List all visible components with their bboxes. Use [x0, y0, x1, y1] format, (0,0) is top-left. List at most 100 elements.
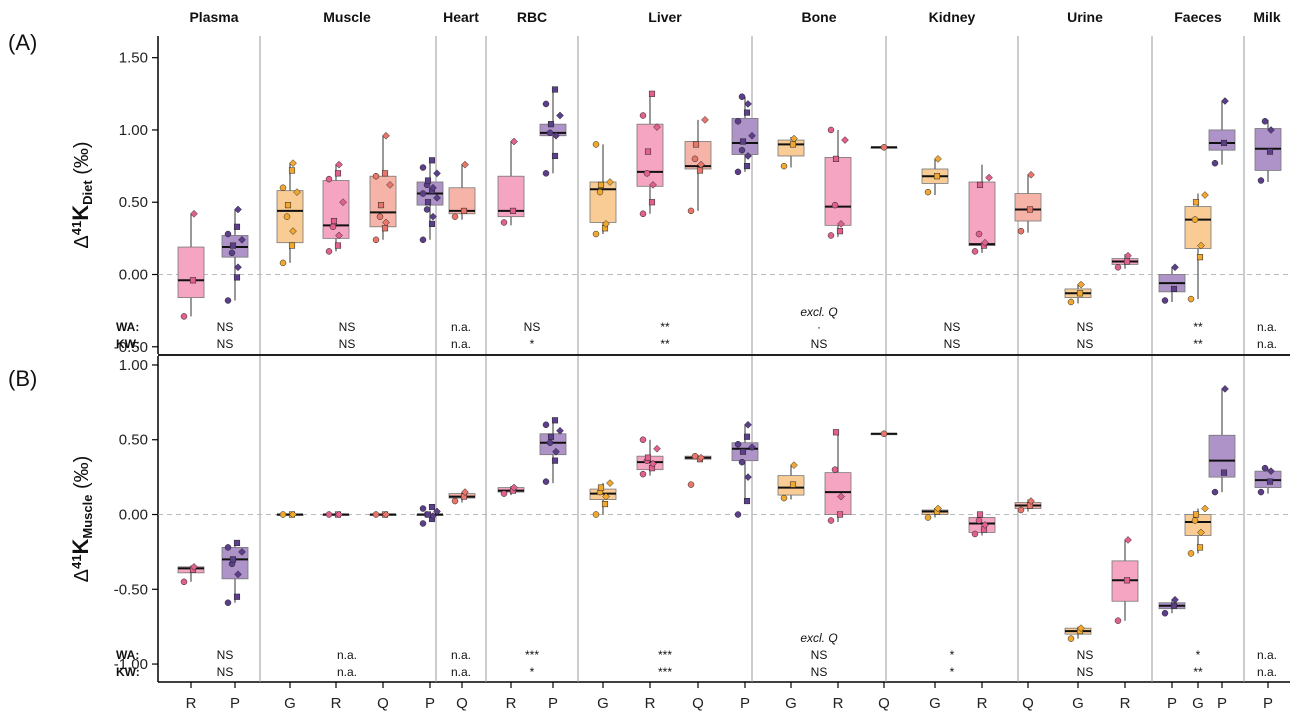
box-bone-R	[824, 126, 852, 239]
data-point	[224, 297, 232, 304]
data-point	[1067, 635, 1075, 642]
data-point	[841, 136, 849, 144]
wa-result: NS	[811, 648, 828, 662]
data-point	[1076, 290, 1084, 297]
data-point	[451, 213, 459, 220]
data-point	[1220, 139, 1228, 147]
x-tick-label: Q	[878, 695, 890, 712]
data-point	[510, 137, 518, 146]
data-point	[837, 220, 845, 228]
box-iqr	[177, 246, 205, 299]
wa-result: ***	[658, 648, 672, 662]
data-point	[419, 505, 427, 512]
data-point	[596, 188, 604, 196]
data-point	[233, 539, 241, 546]
data-point	[738, 458, 746, 466]
data-point	[644, 454, 652, 461]
wa-result: NS	[1077, 648, 1094, 662]
box-faeces-G	[1184, 191, 1212, 303]
data-point	[1267, 467, 1275, 476]
box-milk-P	[1254, 464, 1282, 496]
y-axis-label-part: (‰)	[71, 141, 93, 180]
data-point	[1261, 118, 1269, 125]
wa-result: NS	[944, 320, 961, 334]
data-point	[433, 194, 441, 202]
data-point	[234, 263, 242, 272]
wa-result: **	[1193, 320, 1203, 334]
data-point	[289, 510, 297, 519]
data-point	[924, 188, 932, 196]
data-point	[547, 433, 555, 440]
data-point	[229, 556, 237, 563]
box-kidney-Q	[1014, 170, 1042, 235]
data-point	[1201, 504, 1209, 513]
data-point	[325, 511, 333, 518]
data-point	[934, 155, 942, 163]
box-bone-R	[824, 429, 852, 524]
data-point	[224, 599, 232, 606]
data-point	[1161, 609, 1169, 617]
data-point	[551, 417, 559, 424]
data-point	[976, 181, 984, 188]
y-axis-label-part: K	[68, 205, 93, 221]
data-point	[743, 163, 751, 170]
data-point	[827, 517, 835, 524]
data-point	[738, 93, 746, 100]
data-point	[542, 170, 550, 177]
data-point	[790, 134, 798, 143]
y-axis-label-part: Δ	[71, 235, 93, 248]
kw-result: NS	[811, 337, 828, 351]
data-point	[836, 511, 844, 518]
box-muscle-R	[322, 160, 350, 255]
data-point	[339, 198, 347, 207]
wa-result: ***	[525, 648, 539, 662]
tissue-header: Bone	[802, 9, 837, 25]
kw-key: KW:	[116, 337, 140, 351]
data-point	[789, 141, 797, 148]
data-point	[592, 230, 600, 238]
y-axis-label-part: (‰)	[71, 456, 93, 495]
data-point	[734, 168, 742, 176]
data-point	[279, 259, 287, 267]
wa-result: *	[1196, 648, 1201, 662]
data-point	[334, 170, 342, 177]
data-point	[1123, 577, 1131, 584]
data-point	[696, 167, 704, 174]
x-tick-label: R	[331, 695, 342, 712]
data-point	[1211, 159, 1219, 167]
data-point	[510, 483, 518, 492]
data-point	[981, 238, 989, 247]
x-tick-label: G	[1072, 695, 1084, 712]
box-kidney-G	[921, 155, 949, 196]
wa-result: NS	[217, 648, 234, 662]
data-point	[542, 421, 550, 429]
data-point	[648, 199, 656, 206]
box-plasma-R	[177, 562, 205, 586]
data-point	[734, 118, 742, 125]
data-point	[1261, 464, 1269, 472]
data-point	[234, 205, 242, 214]
data-point	[1257, 488, 1265, 496]
wa-key: WA:	[116, 648, 139, 662]
y-tick-label: 0.50	[119, 432, 148, 449]
data-point	[1017, 506, 1025, 514]
data-point	[238, 235, 246, 244]
data-point	[743, 433, 751, 440]
data-point	[975, 517, 983, 524]
box-kidney-Q	[1014, 497, 1042, 514]
data-point	[880, 430, 888, 438]
data-point	[419, 520, 427, 527]
x-tick-label: Q	[377, 695, 389, 712]
data-point	[288, 242, 296, 249]
data-point	[180, 313, 188, 320]
data-point	[649, 181, 657, 189]
data-point	[325, 248, 333, 255]
kw-result: **	[1193, 337, 1203, 351]
data-point	[691, 452, 699, 460]
y-axis-label-part: 41	[69, 221, 84, 235]
data-point	[832, 429, 840, 436]
box-bone-Q	[870, 430, 898, 438]
data-point	[551, 86, 559, 93]
data-point	[1196, 254, 1204, 261]
box-liver-G	[589, 141, 617, 238]
